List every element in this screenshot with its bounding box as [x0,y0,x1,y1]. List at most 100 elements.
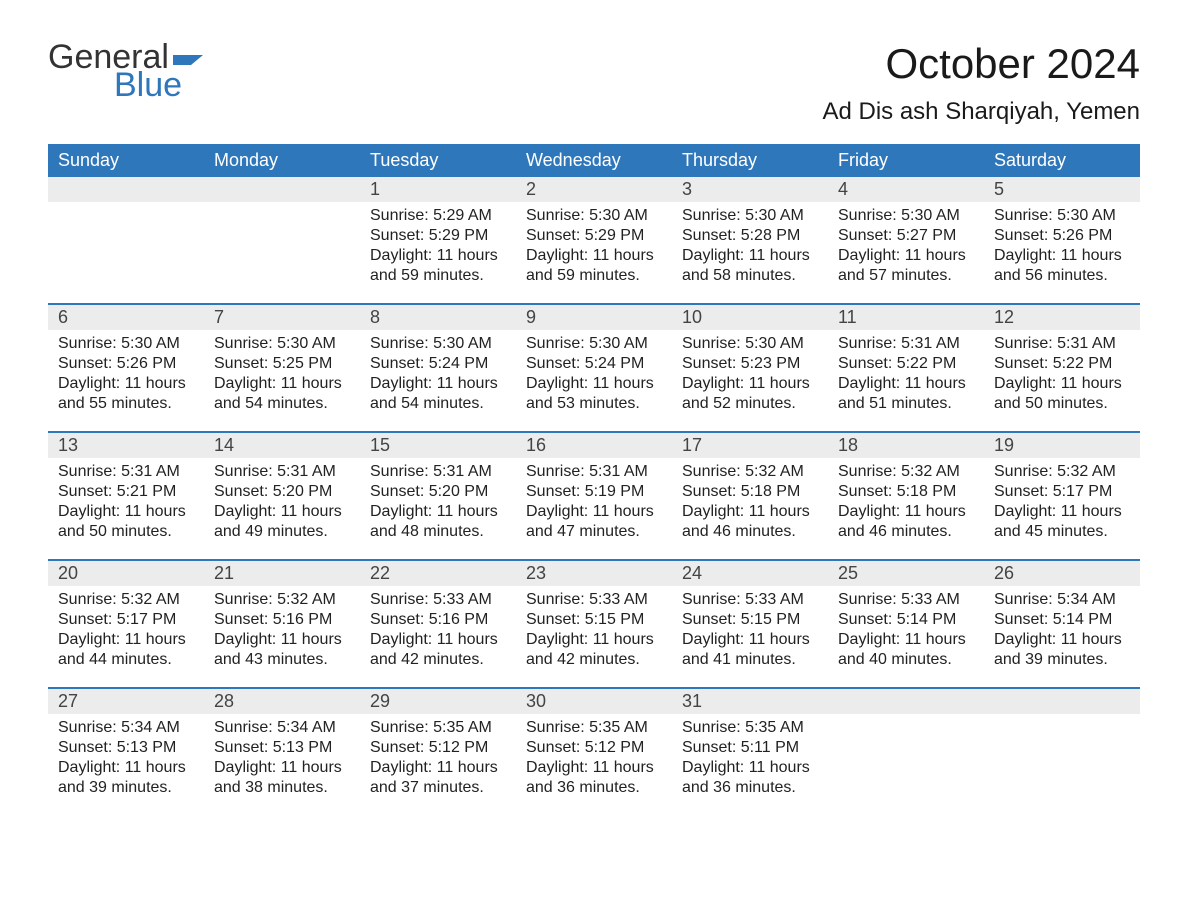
sunset-line: Sunset: 5:18 PM [682,482,818,502]
daylight-line: Daylight: 11 hours and 37 minutes. [370,758,506,798]
day-number [828,689,984,714]
sunrise-line: Sunrise: 5:33 AM [838,590,974,610]
sunrise-line: Sunrise: 5:30 AM [994,206,1130,226]
daylight-line: Daylight: 11 hours and 47 minutes. [526,502,662,542]
sunset-line: Sunset: 5:12 PM [370,738,506,758]
day-body: Sunrise: 5:30 AMSunset: 5:29 PMDaylight:… [516,202,672,294]
sunrise-line: Sunrise: 5:35 AM [526,718,662,738]
day-body: Sunrise: 5:35 AMSunset: 5:12 PMDaylight:… [360,714,516,806]
sunset-line: Sunset: 5:23 PM [682,354,818,374]
daylight-line: Daylight: 11 hours and 39 minutes. [58,758,194,798]
brand-logo: General Blue [48,40,203,102]
daylight-line: Daylight: 11 hours and 59 minutes. [370,246,506,286]
day-cell-29: 29Sunrise: 5:35 AMSunset: 5:12 PMDayligh… [360,689,516,815]
daylight-line: Daylight: 11 hours and 49 minutes. [214,502,350,542]
dayname-wednesday: Wednesday [516,144,672,177]
day-cell-5: 5Sunrise: 5:30 AMSunset: 5:26 PMDaylight… [984,177,1140,303]
day-cell-31: 31Sunrise: 5:35 AMSunset: 5:11 PMDayligh… [672,689,828,815]
day-cell-20: 20Sunrise: 5:32 AMSunset: 5:17 PMDayligh… [48,561,204,687]
daylight-line: Daylight: 11 hours and 45 minutes. [994,502,1130,542]
day-cell-8: 8Sunrise: 5:30 AMSunset: 5:24 PMDaylight… [360,305,516,431]
daylight-line: Daylight: 11 hours and 57 minutes. [838,246,974,286]
dayname-row: SundayMondayTuesdayWednesdayThursdayFrid… [48,144,1140,177]
sunset-line: Sunset: 5:21 PM [58,482,194,502]
day-cell-2: 2Sunrise: 5:30 AMSunset: 5:29 PMDaylight… [516,177,672,303]
sunset-line: Sunset: 5:12 PM [526,738,662,758]
sunset-line: Sunset: 5:11 PM [682,738,818,758]
day-number: 13 [48,433,204,458]
day-body: Sunrise: 5:30 AMSunset: 5:26 PMDaylight:… [984,202,1140,294]
sunrise-line: Sunrise: 5:30 AM [838,206,974,226]
day-number: 10 [672,305,828,330]
day-cell-4: 4Sunrise: 5:30 AMSunset: 5:27 PMDaylight… [828,177,984,303]
day-body: Sunrise: 5:30 AMSunset: 5:26 PMDaylight:… [48,330,204,422]
day-number: 17 [672,433,828,458]
daylight-line: Daylight: 11 hours and 54 minutes. [370,374,506,414]
sunset-line: Sunset: 5:15 PM [682,610,818,630]
dayname-sunday: Sunday [48,144,204,177]
day-number: 29 [360,689,516,714]
sunset-line: Sunset: 5:28 PM [682,226,818,246]
day-cell-16: 16Sunrise: 5:31 AMSunset: 5:19 PMDayligh… [516,433,672,559]
daylight-line: Daylight: 11 hours and 59 minutes. [526,246,662,286]
daylight-line: Daylight: 11 hours and 46 minutes. [838,502,974,542]
sunrise-line: Sunrise: 5:30 AM [370,334,506,354]
week-row: 20Sunrise: 5:32 AMSunset: 5:17 PMDayligh… [48,559,1140,687]
daylight-line: Daylight: 11 hours and 58 minutes. [682,246,818,286]
sunset-line: Sunset: 5:19 PM [526,482,662,502]
day-body: Sunrise: 5:31 AMSunset: 5:22 PMDaylight:… [828,330,984,422]
week-row: 1Sunrise: 5:29 AMSunset: 5:29 PMDaylight… [48,177,1140,303]
day-number: 18 [828,433,984,458]
day-cell-11: 11Sunrise: 5:31 AMSunset: 5:22 PMDayligh… [828,305,984,431]
sunset-line: Sunset: 5:24 PM [370,354,506,374]
day-body: Sunrise: 5:31 AMSunset: 5:20 PMDaylight:… [360,458,516,550]
sunrise-line: Sunrise: 5:32 AM [58,590,194,610]
day-number: 9 [516,305,672,330]
sunrise-line: Sunrise: 5:33 AM [370,590,506,610]
sunset-line: Sunset: 5:13 PM [58,738,194,758]
daylight-line: Daylight: 11 hours and 42 minutes. [526,630,662,670]
day-body: Sunrise: 5:32 AMSunset: 5:16 PMDaylight:… [204,586,360,678]
day-cell-26: 26Sunrise: 5:34 AMSunset: 5:14 PMDayligh… [984,561,1140,687]
sunset-line: Sunset: 5:26 PM [58,354,194,374]
sunrise-line: Sunrise: 5:31 AM [58,462,194,482]
day-body: Sunrise: 5:30 AMSunset: 5:27 PMDaylight:… [828,202,984,294]
sunset-line: Sunset: 5:18 PM [838,482,974,502]
title-block: October 2024 Ad Dis ash Sharqiyah, Yemen [822,40,1140,126]
day-body [828,714,984,726]
day-body: Sunrise: 5:34 AMSunset: 5:13 PMDaylight:… [204,714,360,806]
sunrise-line: Sunrise: 5:31 AM [838,334,974,354]
day-number: 21 [204,561,360,586]
daylight-line: Daylight: 11 hours and 53 minutes. [526,374,662,414]
day-body [48,202,204,214]
page-title: October 2024 [822,40,1140,88]
header: General Blue October 2024 Ad Dis ash Sha… [48,40,1140,126]
day-body: Sunrise: 5:31 AMSunset: 5:19 PMDaylight:… [516,458,672,550]
sunrise-line: Sunrise: 5:33 AM [682,590,818,610]
sunset-line: Sunset: 5:22 PM [838,354,974,374]
sunset-line: Sunset: 5:14 PM [838,610,974,630]
day-number: 26 [984,561,1140,586]
sunset-line: Sunset: 5:20 PM [214,482,350,502]
sunset-line: Sunset: 5:17 PM [994,482,1130,502]
day-body: Sunrise: 5:35 AMSunset: 5:11 PMDaylight:… [672,714,828,806]
day-body: Sunrise: 5:33 AMSunset: 5:15 PMDaylight:… [516,586,672,678]
week-row: 27Sunrise: 5:34 AMSunset: 5:13 PMDayligh… [48,687,1140,815]
sunrise-line: Sunrise: 5:32 AM [682,462,818,482]
sunrise-line: Sunrise: 5:34 AM [994,590,1130,610]
daylight-line: Daylight: 11 hours and 44 minutes. [58,630,194,670]
day-number: 20 [48,561,204,586]
sunrise-line: Sunrise: 5:30 AM [526,206,662,226]
day-cell-25: 25Sunrise: 5:33 AMSunset: 5:14 PMDayligh… [828,561,984,687]
day-number: 23 [516,561,672,586]
day-number: 5 [984,177,1140,202]
sunrise-line: Sunrise: 5:30 AM [682,206,818,226]
day-cell-14: 14Sunrise: 5:31 AMSunset: 5:20 PMDayligh… [204,433,360,559]
day-body [984,714,1140,726]
day-number: 11 [828,305,984,330]
sunrise-line: Sunrise: 5:31 AM [370,462,506,482]
day-body: Sunrise: 5:33 AMSunset: 5:16 PMDaylight:… [360,586,516,678]
daylight-line: Daylight: 11 hours and 43 minutes. [214,630,350,670]
day-number: 22 [360,561,516,586]
daylight-line: Daylight: 11 hours and 48 minutes. [370,502,506,542]
